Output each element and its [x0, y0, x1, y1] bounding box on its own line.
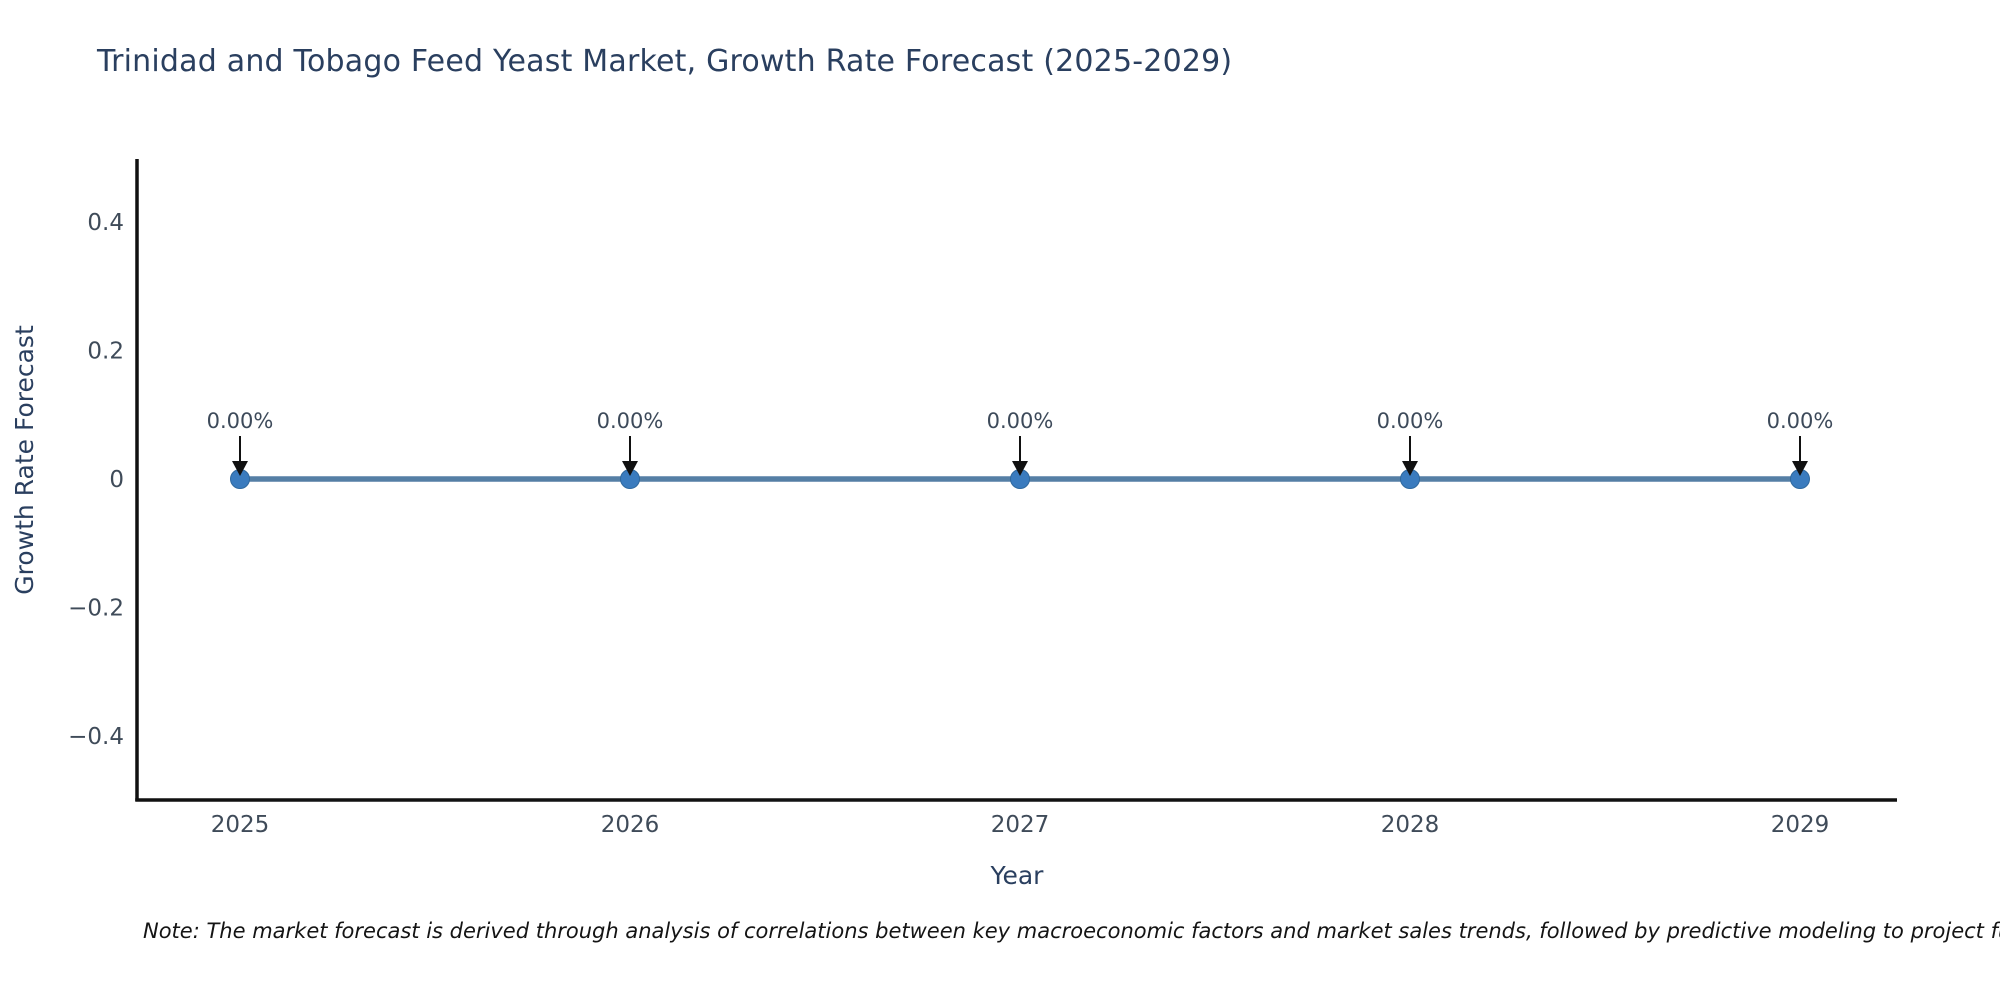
y-axis-title: Growth Rate Forecast	[10, 325, 39, 595]
annotation-arrowhead	[1012, 461, 1028, 476]
annotation-label: 0.00%	[207, 409, 274, 433]
y-axis-ticks: 0.4 0.2 0 −0.2 −0.4	[68, 210, 124, 750]
annotation-arrowhead	[232, 461, 248, 476]
x-tick-label: 2028	[1381, 812, 1440, 838]
annotation-label: 0.00%	[1377, 409, 1444, 433]
annotation-arrowhead	[622, 461, 638, 476]
x-tick-label: 2029	[1771, 812, 1830, 838]
y-tick-label: 0	[109, 467, 124, 493]
x-tick-label: 2026	[601, 812, 660, 838]
footnote: Note: The market forecast is derived thr…	[143, 919, 2000, 943]
x-tick-label: 2027	[991, 812, 1050, 838]
x-tick-label: 2025	[211, 812, 270, 838]
annotation-arrowhead	[1792, 461, 1808, 476]
y-tick-label: −0.4	[68, 724, 124, 750]
annotation-label: 0.00%	[1767, 409, 1834, 433]
chart-title: Trinidad and Tobago Feed Yeast Market, G…	[97, 44, 1233, 79]
x-axis-ticks: 2025 2026 2027 2028 2029	[211, 812, 1830, 838]
x-axis-title: Year	[990, 861, 1045, 890]
data-series	[230, 469, 1810, 489]
annotation-arrowhead	[1402, 461, 1418, 476]
y-tick-label: −0.2	[68, 596, 124, 622]
y-tick-label: 0.2	[87, 339, 124, 365]
annotation-label: 0.00%	[987, 409, 1054, 433]
y-tick-label: 0.4	[87, 210, 124, 236]
annotations: 0.00% 0.00% 0.00% 0.00% 0.00%	[207, 409, 1834, 476]
annotation-label: 0.00%	[597, 409, 664, 433]
